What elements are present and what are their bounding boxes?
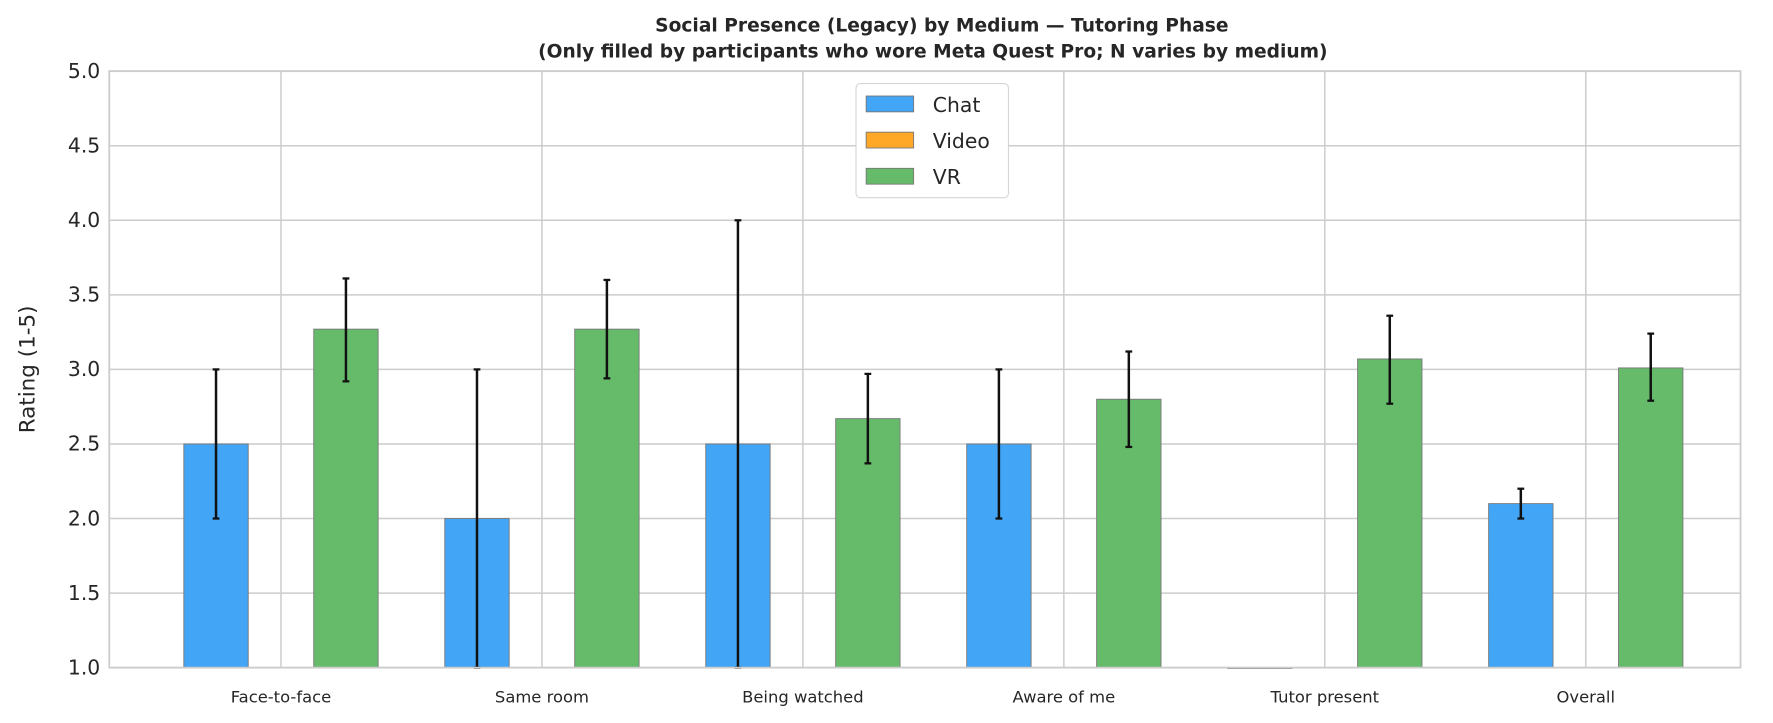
chart-title: Social Presence (Legacy) by Medium — Tut… [655, 16, 1228, 37]
error-bar [603, 278, 611, 380]
y-tick-label: 4.5 [68, 134, 100, 158]
error-bar [995, 368, 1003, 520]
error-bar [212, 368, 220, 520]
bar-chat [1488, 503, 1554, 669]
y-tick-label: 5.0 [68, 59, 100, 83]
x-tick-label: Being watched [742, 688, 864, 707]
error-bar [1125, 350, 1133, 449]
error-bar [1386, 314, 1394, 405]
legend: Chat Video VR [855, 83, 1010, 199]
bar-vr [1618, 367, 1684, 669]
x-tick-label: Same room [495, 688, 589, 707]
y-tick-label: 2.5 [68, 432, 100, 456]
y-axis-label: Rating (1-5) [16, 306, 41, 434]
y-tick-label: 4.0 [68, 208, 100, 232]
y-tick-label: 3.0 [68, 357, 100, 381]
legend-label: Video [933, 129, 990, 153]
plot-frame [108, 70, 1742, 669]
legend-swatch-chat [865, 95, 915, 113]
y-tick-label: 3.5 [68, 283, 100, 307]
x-tick-label: Tutor present [1270, 688, 1380, 707]
error-bar [1517, 487, 1525, 520]
bar-vr [574, 328, 640, 669]
error-bar [1647, 332, 1655, 402]
bar-vr [1357, 358, 1423, 669]
y-tick-label: 1.5 [68, 581, 100, 605]
y-tick-label: 1.0 [68, 655, 100, 679]
error-bar [342, 277, 350, 383]
legend-swatch-vr [865, 167, 915, 185]
x-tick-label: Overall [1557, 688, 1616, 707]
chart-subtitle: (Only filled by participants who wore Me… [538, 42, 1327, 63]
legend-swatch-video [865, 131, 915, 149]
x-tick-label: Face-to-face [231, 688, 331, 707]
legend-label: Chat [933, 93, 981, 117]
y-tick-label: 2.0 [68, 506, 100, 530]
legend-label: VR [933, 165, 961, 189]
error-bar [864, 372, 872, 465]
x-tick-label: Aware of me [1013, 688, 1116, 707]
